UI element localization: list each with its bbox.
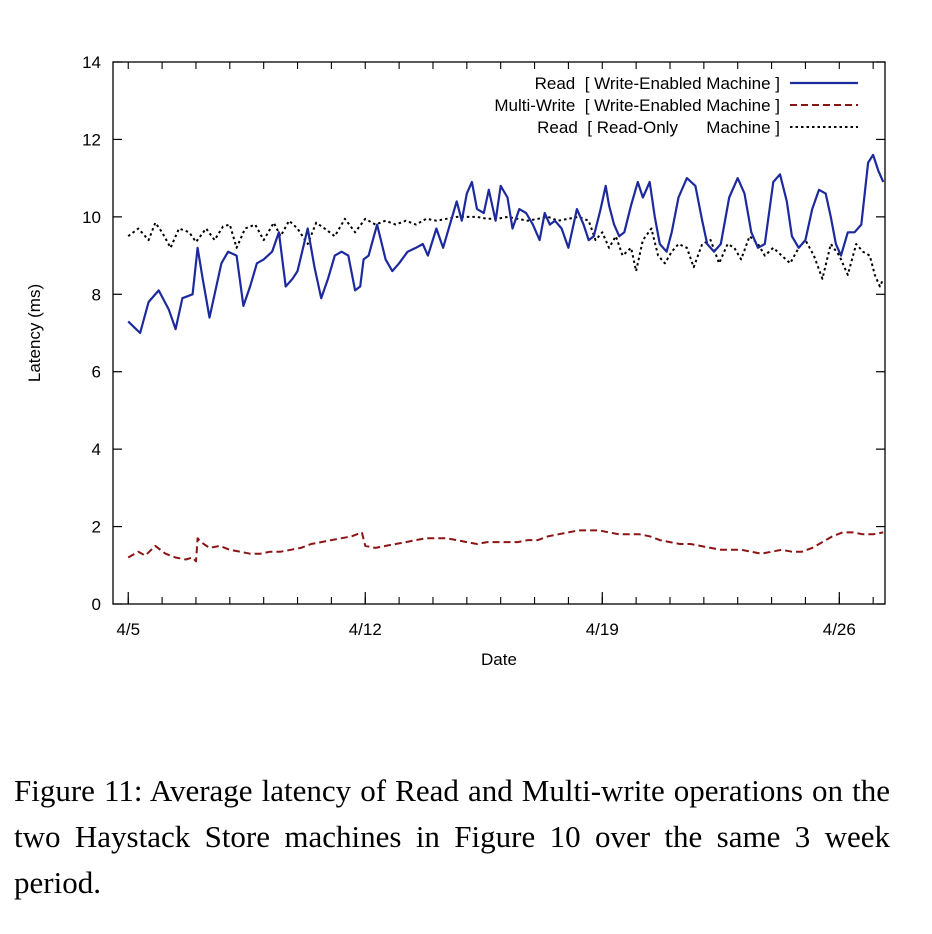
y-tick-label: 2 <box>92 518 101 537</box>
y-axis-label: Latency (ms) <box>25 284 44 382</box>
chart-series <box>127 153 885 563</box>
series-line-1 <box>127 529 884 563</box>
x-axis-label: Date <box>481 650 517 669</box>
y-tick-label: 14 <box>82 53 101 72</box>
x-tick-label: 4/12 <box>349 620 382 639</box>
legend-label: Multi-Write [ Write-Enabled Machine ] <box>494 96 780 115</box>
x-tick-label: 4/19 <box>586 620 619 639</box>
y-tick-label: 8 <box>92 285 101 304</box>
x-tick-label: 4/5 <box>116 620 140 639</box>
x-tick-label: 4/26 <box>823 620 856 639</box>
latency-chart: 0 2 4 6 8 10 12 14 4/5 4/12 4/19 4/26 Read [ Write-… <box>25 53 886 669</box>
chart-axes: 0 2 4 6 8 10 12 14 4/5 4/12 4/19 4/26 <box>82 53 886 639</box>
y-tick-label: 10 <box>82 208 101 227</box>
figure-caption: Figure 11: Average latency of Read and M… <box>14 773 890 900</box>
series-line-0 <box>127 153 885 335</box>
chart-legend: Read [ Write-Enabled Machine ] Multi-Writ… <box>494 74 858 137</box>
y-tick-label: 12 <box>82 130 101 149</box>
y-tick-label: 0 <box>92 595 101 614</box>
legend-label: Read [ Write-Enabled Machine ] <box>535 74 780 93</box>
series-line-2 <box>127 215 885 288</box>
legend-label: Read [ Read-Only Machine ] <box>537 118 780 137</box>
y-tick-label: 6 <box>92 363 101 382</box>
y-tick-label: 4 <box>92 440 101 459</box>
plot-frame <box>112 61 886 605</box>
